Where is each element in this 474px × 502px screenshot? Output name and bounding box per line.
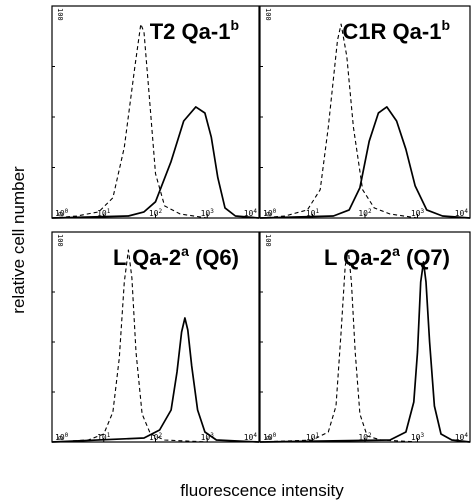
x-tick-label: 102 bbox=[149, 432, 163, 442]
x-tick-label: 102 bbox=[149, 208, 163, 218]
x-tick-label: 100 bbox=[55, 432, 69, 442]
x-tick-label: 100 bbox=[263, 432, 277, 442]
x-tick-label: 101 bbox=[97, 208, 111, 218]
x-tick-label: 101 bbox=[97, 432, 111, 442]
x-axis-label: fluorescence intensity bbox=[180, 481, 344, 500]
panel-title: L Qa-2a (Q7) bbox=[324, 243, 450, 270]
stained-histogram-curve bbox=[51, 317, 260, 443]
y-tick-label-max: 100 bbox=[56, 8, 64, 21]
control-histogram-curve bbox=[259, 249, 470, 443]
y-tick-label-min: 0 bbox=[56, 212, 64, 216]
stained-histogram-curve bbox=[259, 106, 471, 219]
panel-title: C1R Qa-1b bbox=[342, 17, 450, 44]
x-tick-label: 102 bbox=[358, 208, 372, 218]
x-tick-label: 104 bbox=[455, 208, 469, 218]
y-tick-label-min: 0 bbox=[264, 436, 272, 440]
y-tick-label-max: 100 bbox=[56, 234, 64, 247]
y-tick-label-min: 0 bbox=[264, 212, 272, 216]
control-histogram-curve bbox=[259, 23, 470, 219]
stained-histogram-curve bbox=[51, 106, 260, 219]
control-histogram-curve bbox=[51, 23, 259, 219]
panel-title: L Qa-2a (Q6) bbox=[113, 243, 239, 270]
x-tick-label: 104 bbox=[244, 208, 258, 218]
x-tick-label: 103 bbox=[411, 432, 425, 442]
y-tick-label-max: 100 bbox=[264, 234, 272, 247]
x-tick-label: 100 bbox=[263, 208, 277, 218]
x-tick-label: 103 bbox=[201, 432, 215, 442]
x-tick-label: 101 bbox=[306, 208, 320, 218]
x-tick-label: 104 bbox=[455, 432, 469, 442]
stained-histogram-curve bbox=[259, 261, 471, 443]
x-tick-label: 102 bbox=[358, 432, 372, 442]
x-tick-label: 103 bbox=[201, 208, 215, 218]
panel-title: T2 Qa-1b bbox=[150, 17, 239, 44]
x-tick-label: 104 bbox=[244, 432, 258, 442]
x-tick-label: 103 bbox=[411, 208, 425, 218]
y-axis-label: relative cell number bbox=[9, 166, 28, 314]
y-tick-label-min: 0 bbox=[56, 436, 64, 440]
x-tick-label: 100 bbox=[55, 208, 69, 218]
y-tick-label-max: 100 bbox=[264, 8, 272, 21]
x-tick-label: 101 bbox=[306, 432, 320, 442]
control-histogram-curve bbox=[51, 249, 259, 443]
